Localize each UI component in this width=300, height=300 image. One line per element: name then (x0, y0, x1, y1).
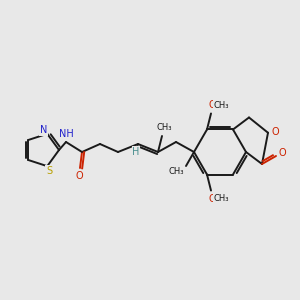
Text: CH₃: CH₃ (168, 167, 184, 176)
Text: O: O (278, 148, 286, 158)
Text: S: S (46, 166, 52, 176)
Text: O: O (208, 194, 216, 203)
Text: O: O (208, 100, 216, 110)
Text: CH₃: CH₃ (213, 101, 229, 110)
Text: O: O (271, 127, 279, 137)
Text: O: O (75, 171, 83, 181)
Text: N: N (40, 125, 47, 135)
Text: NH: NH (58, 129, 74, 139)
Text: CH₃: CH₃ (213, 194, 229, 203)
Text: H: H (132, 147, 140, 157)
Text: CH₃: CH₃ (156, 124, 172, 133)
